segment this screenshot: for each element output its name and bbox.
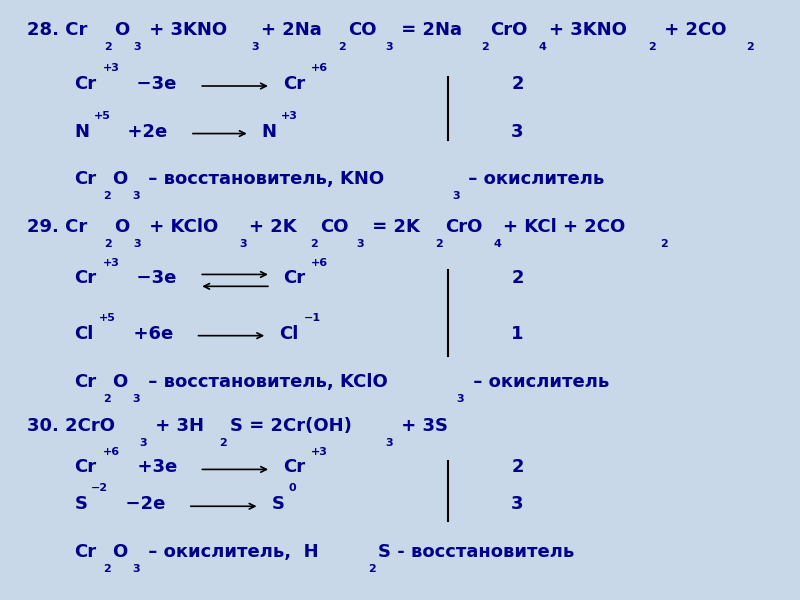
- Text: O: O: [114, 22, 129, 40]
- Text: 30. 2CrO: 30. 2CrO: [26, 417, 114, 435]
- Text: 3: 3: [251, 43, 258, 52]
- Text: + 3KNO: + 3KNO: [143, 22, 227, 40]
- Text: 2: 2: [220, 437, 227, 448]
- Text: 2: 2: [102, 394, 110, 404]
- Text: O: O: [113, 373, 128, 391]
- Text: O: O: [113, 543, 128, 561]
- Text: 3: 3: [132, 563, 140, 574]
- Text: S: S: [74, 495, 87, 513]
- Text: 3: 3: [134, 239, 141, 248]
- Text: + 2K: + 2K: [250, 218, 297, 236]
- Text: 3: 3: [457, 394, 464, 404]
- Text: +6: +6: [311, 63, 328, 73]
- Text: N: N: [74, 122, 90, 140]
- Text: + 3H: + 3H: [149, 417, 204, 435]
- Text: 2: 2: [102, 563, 110, 574]
- Text: Cr: Cr: [74, 269, 97, 287]
- Text: Cr: Cr: [74, 458, 97, 476]
- Text: Cl: Cl: [279, 325, 298, 343]
- Text: −3e: −3e: [124, 269, 177, 287]
- Text: +3e: +3e: [125, 458, 177, 476]
- Text: 0: 0: [288, 484, 296, 493]
- Text: 2: 2: [338, 43, 346, 52]
- Text: S - восстановитель: S - восстановитель: [378, 543, 574, 561]
- Text: 2: 2: [511, 75, 524, 93]
- Text: 3: 3: [385, 43, 393, 52]
- Text: N: N: [262, 122, 277, 140]
- Text: – восстановитель, KClO: – восстановитель, KClO: [142, 373, 388, 391]
- Text: 2: 2: [102, 191, 110, 201]
- Text: 3: 3: [239, 239, 247, 248]
- Text: +6: +6: [102, 446, 120, 457]
- Text: +2e: +2e: [115, 122, 167, 140]
- Text: 2: 2: [746, 43, 754, 52]
- Text: O: O: [113, 170, 128, 188]
- Text: 3: 3: [386, 437, 394, 448]
- Text: + KCl + 2CO: + KCl + 2CO: [503, 218, 626, 236]
- Text: CO: CO: [349, 22, 377, 40]
- Text: 2: 2: [310, 239, 318, 248]
- Text: = 2K: = 2K: [366, 218, 420, 236]
- Text: −1: −1: [304, 313, 321, 323]
- Text: +5: +5: [94, 110, 110, 121]
- Text: 2: 2: [648, 43, 656, 52]
- Text: CO: CO: [320, 218, 349, 236]
- Text: + 2Na: + 2Na: [261, 22, 322, 40]
- Text: S: S: [271, 495, 284, 513]
- Text: 2: 2: [481, 43, 489, 52]
- Text: Cr: Cr: [282, 269, 305, 287]
- Text: + 3S: + 3S: [395, 417, 449, 435]
- Text: +3: +3: [102, 63, 119, 73]
- Text: 28. Cr: 28. Cr: [26, 22, 87, 40]
- Text: 4: 4: [494, 239, 502, 248]
- Text: Cr: Cr: [74, 373, 97, 391]
- Text: + 2CO: + 2CO: [658, 22, 727, 40]
- Text: – окислитель,  H: – окислитель, H: [142, 543, 318, 561]
- Text: +3: +3: [311, 446, 328, 457]
- Text: + KClO: + KClO: [143, 218, 218, 236]
- Text: 2: 2: [511, 458, 524, 476]
- Text: 3: 3: [511, 122, 524, 140]
- Text: 29. Cr: 29. Cr: [26, 218, 87, 236]
- Text: Cr: Cr: [282, 75, 305, 93]
- Text: – окислитель: – окислитель: [462, 170, 604, 188]
- Text: = 2Na: = 2Na: [395, 22, 462, 40]
- Text: – окислитель: – окислитель: [466, 373, 609, 391]
- Text: 3: 3: [132, 394, 140, 404]
- Text: 2: 2: [368, 563, 376, 574]
- Text: 3: 3: [132, 191, 140, 201]
- Text: −3e: −3e: [124, 75, 177, 93]
- Text: +3: +3: [102, 257, 119, 268]
- Text: S = 2Cr(OH): S = 2Cr(OH): [230, 417, 351, 435]
- Text: Cr: Cr: [74, 75, 97, 93]
- Text: +5: +5: [99, 313, 116, 323]
- Text: Cr: Cr: [283, 458, 305, 476]
- Text: Cr: Cr: [74, 170, 97, 188]
- Text: 3: 3: [511, 495, 524, 513]
- Text: – восстановитель, KNO: – восстановитель, KNO: [142, 170, 384, 188]
- Text: Cl: Cl: [74, 325, 94, 343]
- Text: 2: 2: [104, 43, 112, 52]
- Text: 3: 3: [139, 437, 147, 448]
- Text: 3: 3: [452, 191, 460, 201]
- Text: −2: −2: [91, 484, 108, 493]
- Text: O: O: [114, 218, 129, 236]
- Text: 3: 3: [134, 43, 141, 52]
- Text: 2: 2: [511, 269, 524, 287]
- Text: 2: 2: [435, 239, 443, 248]
- Text: 2: 2: [104, 239, 111, 248]
- Text: +3: +3: [281, 110, 298, 121]
- Text: 2: 2: [660, 239, 668, 248]
- Text: −2e: −2e: [113, 495, 166, 513]
- Text: CrO: CrO: [446, 218, 483, 236]
- Text: +6: +6: [311, 257, 328, 268]
- Text: 4: 4: [538, 43, 546, 52]
- Text: 3: 3: [357, 239, 364, 248]
- Text: CrO: CrO: [490, 22, 528, 40]
- Text: Cr: Cr: [74, 543, 97, 561]
- Text: 1: 1: [511, 325, 524, 343]
- Text: +6e: +6e: [121, 325, 173, 343]
- Text: + 3KNO: + 3KNO: [549, 22, 626, 40]
